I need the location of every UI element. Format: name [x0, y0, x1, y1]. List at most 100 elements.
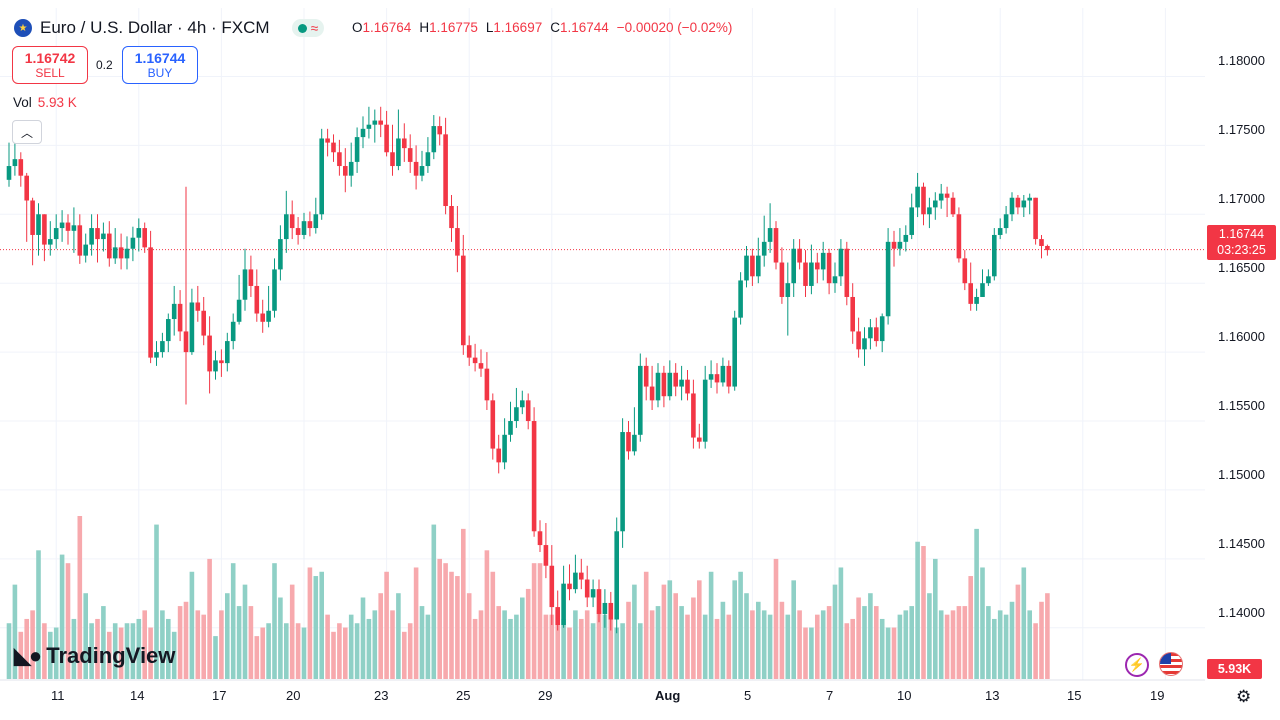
volume-bar: [337, 623, 342, 679]
volume-bar: [6, 623, 12, 679]
wave-icon: ≈: [310, 20, 319, 36]
price-tick: 1.16500: [1218, 260, 1265, 275]
candle-body: [195, 302, 201, 311]
volume-bar: [838, 567, 844, 679]
volume-bar: [12, 584, 18, 679]
candle-body: [166, 319, 171, 342]
candle-body: [331, 142, 336, 153]
candle-body: [620, 432, 625, 532]
candle-body: [413, 161, 419, 176]
open-label: O: [352, 20, 363, 35]
volume-bar: [254, 636, 260, 679]
candle-body: [1033, 197, 1038, 240]
volume-bar: [307, 567, 313, 679]
volume-bar: [278, 597, 283, 679]
candle-body: [154, 352, 159, 358]
volume-bar: [478, 610, 484, 679]
time-tick: 11: [51, 688, 65, 703]
volume-bar: [95, 618, 100, 679]
candle-body: [372, 120, 378, 125]
candle-body: [962, 258, 968, 284]
volume-bar: [638, 623, 643, 679]
volume-bar: [101, 606, 106, 679]
market-status-pill[interactable]: ≈: [291, 19, 325, 37]
candle-body: [673, 372, 678, 387]
volume-bar: [413, 567, 419, 679]
lightning-icon[interactable]: ⚡: [1125, 653, 1149, 677]
sell-button[interactable]: 1.16742 SELL: [12, 46, 88, 84]
symbol-title[interactable]: Euro / U.S. Dollar · 4h · FXCM: [40, 18, 270, 37]
volume-bar: [744, 593, 749, 679]
volume-bar: [384, 571, 389, 679]
candle-body: [820, 252, 826, 270]
candle-body: [520, 400, 525, 408]
candle-body: [702, 379, 708, 442]
volume-bar: [65, 563, 71, 679]
candle-body: [537, 531, 543, 546]
volume-bar: [691, 597, 696, 679]
candle-body: [826, 252, 832, 284]
volume-bar: [579, 618, 584, 679]
time-tick: 17: [212, 688, 227, 703]
tradingview-logo[interactable]: ◣● TradingView: [14, 643, 175, 669]
candle-body: [1021, 200, 1027, 208]
us-flag-icon[interactable]: [1159, 652, 1183, 676]
volume-bar: [437, 558, 442, 679]
candle-body: [903, 234, 909, 242]
candle-body: [402, 138, 407, 149]
volume-bar: [419, 606, 425, 679]
volume-bar: [685, 614, 690, 679]
candle-body: [555, 607, 560, 626]
volume-bar: [24, 618, 29, 679]
volume-bar: [738, 571, 743, 679]
candle-body: [189, 302, 195, 353]
volume-bar: [360, 597, 366, 679]
chevron-up-icon[interactable]: ︿: [12, 120, 42, 144]
candle-body: [171, 303, 177, 320]
candle-body: [77, 225, 83, 256]
candle-body: [732, 317, 737, 387]
price-tick: 1.18000: [1218, 53, 1265, 68]
volume-bar: [596, 610, 602, 679]
candle-body: [643, 365, 649, 387]
volume-bar: [1021, 567, 1027, 679]
candle-body: [844, 248, 850, 297]
time-tick: Aug: [655, 688, 681, 703]
volume-bar: [319, 571, 324, 679]
volume-bar: [803, 627, 808, 679]
gear-icon[interactable]: ⚙: [1236, 687, 1252, 706]
buy-button[interactable]: 1.16744 BUY: [122, 46, 198, 84]
volume-value: 5.93 K: [37, 95, 77, 110]
candle-body: [30, 200, 35, 235]
volume-legend[interactable]: Vol 5.93 K: [13, 95, 77, 110]
candle-body: [944, 193, 950, 198]
logo-text: TradingView: [46, 643, 176, 668]
candle-body: [496, 448, 501, 463]
candle-body: [950, 197, 956, 215]
candle-body: [83, 244, 88, 256]
candle-body: [6, 166, 12, 180]
volume-bar: [980, 567, 985, 679]
volume-bar: [431, 524, 437, 679]
volume-bar: [30, 610, 35, 679]
candle-body: [407, 148, 413, 162]
volume-bar: [207, 558, 212, 679]
candle-body: [348, 161, 354, 176]
candle-body: [236, 299, 242, 322]
candle-body: [213, 360, 218, 372]
candle-body: [107, 233, 112, 259]
candle-body: [248, 269, 254, 286]
volume-bar: [18, 631, 24, 679]
candle-body: [514, 407, 519, 422]
open-value: 1.16764: [362, 20, 412, 35]
volume-bar: [266, 623, 271, 679]
time-tick: 15: [1067, 688, 1082, 703]
candle-body: [1039, 239, 1044, 246]
current-volume-tag: 5.93K: [1207, 659, 1262, 679]
volume-bar: [702, 614, 708, 679]
candle-body: [53, 228, 59, 240]
sell-price: 1.16742: [24, 50, 76, 66]
candle-body: [738, 280, 743, 318]
candle-body: [968, 283, 973, 304]
